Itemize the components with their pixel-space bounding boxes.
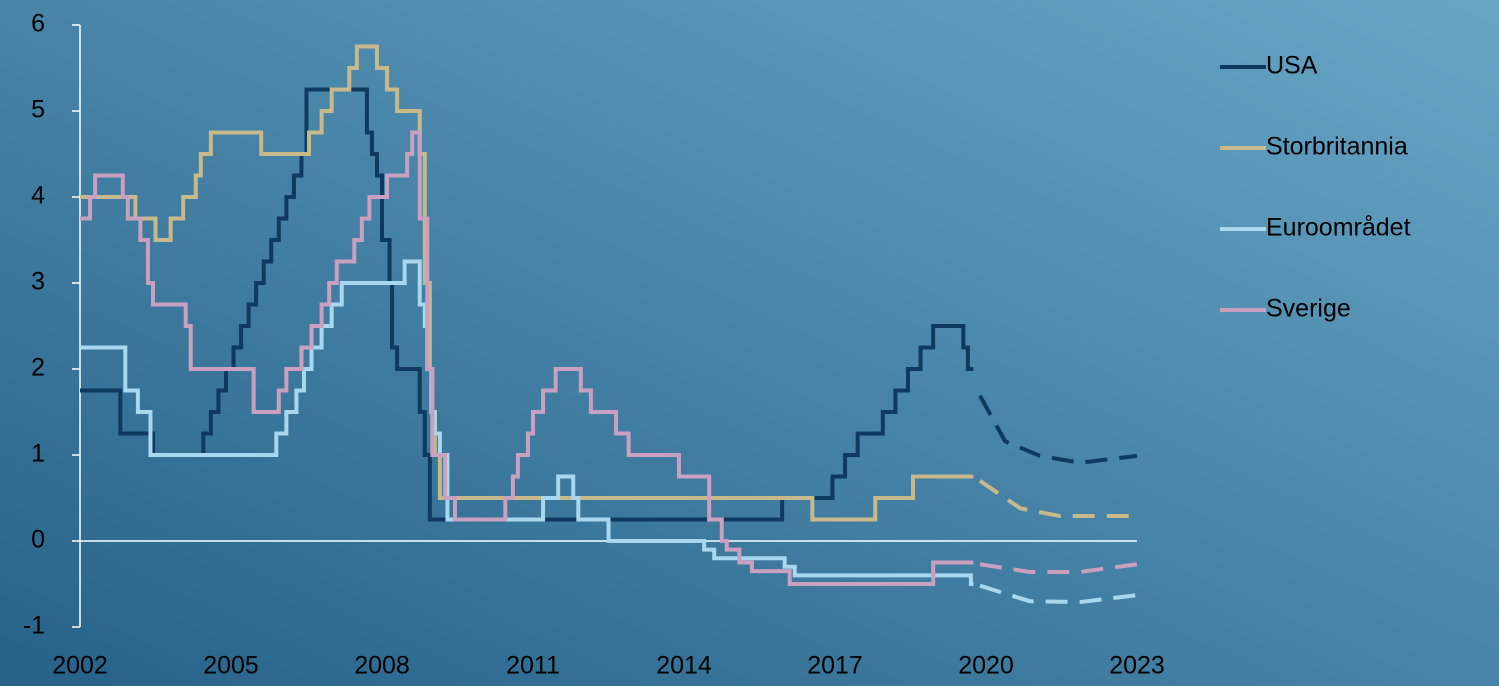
y-tick-label: 5 (31, 96, 45, 124)
forecast-line (979, 583, 1138, 605)
x-tick-label: 2005 (203, 652, 259, 680)
forecast-line (979, 562, 1138, 574)
y-tick-label: 2 (31, 354, 45, 382)
y-tick-label: 4 (31, 182, 45, 210)
y-tick-label: 0 (31, 526, 45, 554)
y-tick-label: 3 (31, 268, 45, 296)
legend-label: Sverige (1266, 295, 1351, 323)
legend-label: Euroområdet (1266, 214, 1411, 242)
series-line (80, 130, 974, 586)
legend-label: USA (1266, 52, 1318, 80)
x-tick-label: 2014 (656, 652, 712, 680)
x-tick-label: 2017 (807, 652, 863, 680)
x-tick-label: 2020 (958, 652, 1014, 680)
legend-label: Storbritannia (1266, 133, 1408, 161)
forecast-line (978, 394, 1138, 465)
x-tick-label: 2008 (354, 652, 410, 680)
y-tick-label: -1 (23, 612, 45, 640)
x-tick-label: 2011 (506, 652, 560, 680)
y-tick-label: 1 (31, 440, 45, 468)
x-tick-label: 2023 (1109, 652, 1165, 680)
forecast-line (978, 479, 1137, 519)
y-tick-label: 6 (31, 10, 45, 38)
x-tick-label: 2002 (52, 652, 108, 680)
